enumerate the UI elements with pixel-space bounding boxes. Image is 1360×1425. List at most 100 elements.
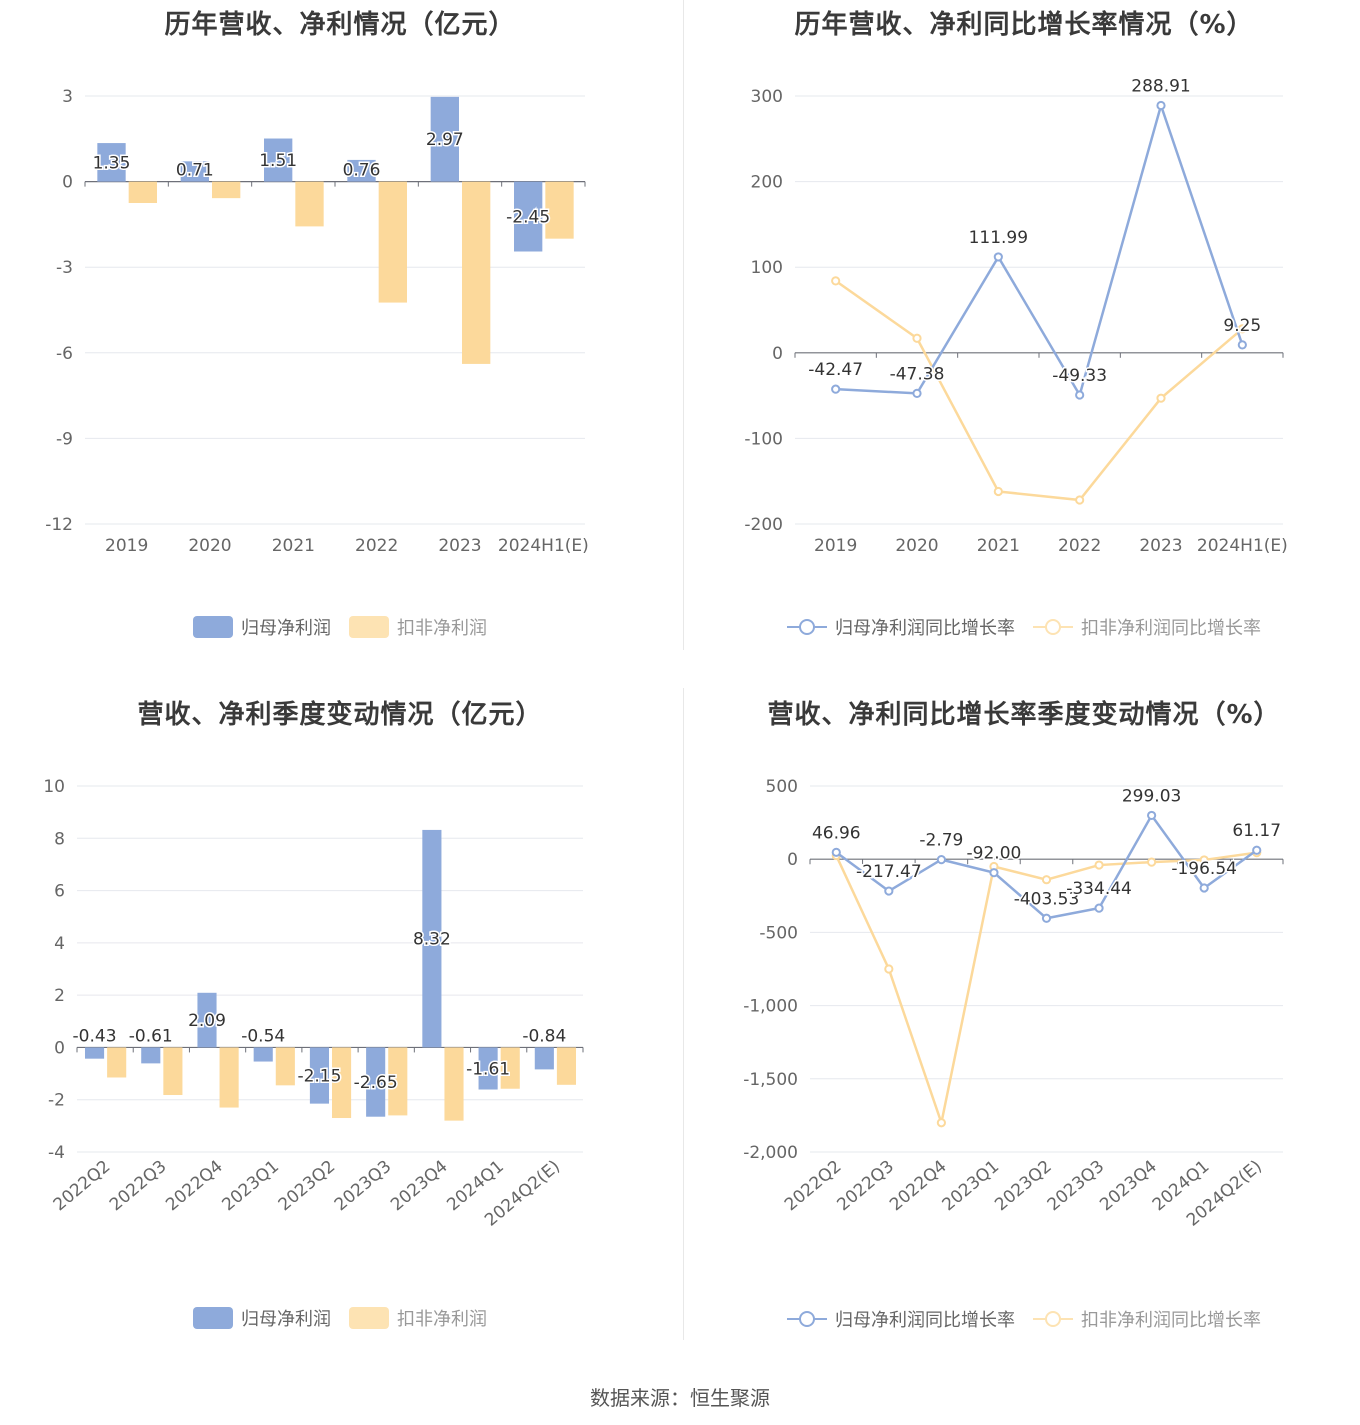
data-point	[1156, 393, 1166, 403]
legend-label: 归母净利润	[241, 1309, 331, 1330]
x-tick-label: 2024H1(E)	[498, 536, 589, 556]
data-label: 0.71	[176, 161, 214, 181]
y-tick-label: -6	[56, 344, 73, 364]
legend-item-parent-growth[interactable]: 归母净利润同比增长率	[787, 1306, 1015, 1332]
data-point	[993, 486, 1003, 497]
y-tick-label: 0	[787, 850, 798, 870]
data-point	[1094, 903, 1104, 913]
legend-label: 归母净利润同比增长率	[835, 1310, 1015, 1331]
data-label: -2.79	[919, 831, 963, 851]
legend-line-icon	[1033, 1308, 1073, 1330]
bar	[141, 1047, 161, 1064]
legend-item-parent-profit[interactable]: 归母净利润	[193, 614, 331, 640]
data-label: 8.32	[413, 930, 451, 950]
data-label: -42.47	[808, 360, 863, 380]
bar	[128, 181, 157, 203]
bar	[534, 1047, 554, 1070]
chart-legend: 归母净利润同比增长率 扣非净利润同比增长率	[684, 614, 1360, 640]
data-label: -1.61	[466, 1059, 510, 1079]
legend-swatch-icon	[193, 1307, 233, 1329]
data-point	[884, 964, 894, 974]
data-point	[1199, 883, 1209, 893]
bar	[462, 181, 491, 364]
data-point	[1237, 340, 1247, 350]
bar	[180, 161, 209, 182]
data-point	[1147, 810, 1157, 821]
annual-profit-chart: 3 0 -3 -6 -9 -12 2019 2020 2021 2022 2023 2024H1(E)…	[45, 87, 589, 556]
legend-item-parent-profit[interactable]: 归母净利润	[193, 1305, 331, 1331]
bar	[97, 143, 126, 182]
x-tick-label: 2022Q3	[106, 1157, 171, 1216]
bar	[275, 1047, 295, 1086]
x-tick-label: 2022Q2	[50, 1157, 115, 1216]
data-label: 111.99	[969, 228, 1028, 248]
panel-quarterly-growth: 营收、净利同比增长率季度变动情况（%） 500 0 -500 -1,000 -1,500…	[684, 690, 1360, 1350]
y-tick-label: 4	[54, 934, 65, 954]
data-label: -196.54	[1171, 859, 1237, 879]
bar	[84, 1047, 105, 1059]
chart-title: 历年营收、净利情况（亿元）	[164, 10, 516, 40]
x-tick-label: 2022Q3	[834, 1157, 899, 1216]
legend-item-deducted-growth[interactable]: 扣非净利润同比增长率	[1033, 614, 1261, 640]
legend-line-icon	[787, 616, 827, 638]
bar	[556, 1047, 577, 1085]
data-point	[1075, 495, 1085, 505]
bar	[212, 181, 241, 199]
x-tick-label: 2023Q3	[331, 1157, 396, 1216]
data-label: 1.35	[93, 153, 131, 173]
data-source-note: 数据来源：恒生聚源	[590, 1386, 770, 1410]
data-label: -403.53	[1014, 889, 1080, 909]
bar	[444, 1047, 464, 1121]
bar	[253, 1047, 273, 1062]
bar	[514, 181, 543, 252]
legend-item-parent-growth[interactable]: 归母净利润同比增长率	[787, 614, 1015, 640]
y-tick-label: -12	[45, 515, 73, 535]
y-tick-label: -500	[759, 923, 798, 943]
legend-item-deducted-growth[interactable]: 扣非净利润同比增长率	[1033, 1306, 1261, 1332]
data-point	[912, 388, 922, 398]
chart-title: 历年营收、净利同比增长率情况（%）	[794, 10, 1254, 40]
data-point	[1156, 100, 1166, 111]
bar	[430, 96, 459, 182]
data-point	[936, 1118, 946, 1128]
x-tick-label: 2022Q4	[886, 1157, 951, 1216]
y-tick-label: 3	[62, 87, 73, 107]
data-label: -217.47	[856, 862, 922, 882]
y-tick-label: -3	[56, 258, 73, 278]
data-label: -0.61	[129, 1026, 173, 1046]
x-tick-label: 2023	[438, 536, 481, 556]
y-tick-label: -100	[744, 429, 783, 449]
bar	[197, 992, 217, 1048]
legend-label: 归母净利润	[241, 618, 331, 639]
y-tick-label: 6	[54, 882, 65, 902]
data-point	[1237, 324, 1247, 334]
data-point	[831, 276, 841, 286]
y-tick-label: -200	[744, 515, 783, 535]
data-point	[993, 252, 1003, 262]
chart-legend: 归母净利润 扣非净利润	[0, 614, 680, 640]
data-point	[831, 384, 841, 394]
legend-item-deducted-profit[interactable]: 扣非净利润	[349, 614, 487, 640]
data-point	[1094, 860, 1104, 870]
bar	[500, 1047, 520, 1089]
y-tick-label: -4	[48, 1143, 65, 1163]
x-tick-label: 2021	[272, 536, 315, 556]
legend-item-deducted-profit[interactable]: 扣非净利润	[349, 1305, 487, 1331]
bar	[388, 1047, 408, 1116]
data-label: -92.00	[967, 844, 1022, 864]
chart-title: 营收、净利季度变动情况（亿元）	[137, 700, 543, 730]
y-tick-label: 0	[772, 344, 783, 364]
data-point	[884, 886, 894, 896]
bar	[478, 1047, 498, 1090]
x-tick-label: 2022Q4	[162, 1157, 227, 1216]
data-label: -0.84	[522, 1026, 566, 1046]
x-tick-label: 2021	[977, 536, 1020, 556]
data-label: 2.09	[188, 1011, 226, 1031]
data-point	[1252, 845, 1262, 855]
data-label: 288.91	[1131, 76, 1190, 96]
y-tick-label: -9	[56, 429, 73, 449]
data-label: 9.25	[1223, 316, 1261, 336]
bar	[366, 1047, 386, 1117]
y-tick-label: 8	[54, 829, 65, 849]
data-point	[912, 333, 922, 343]
